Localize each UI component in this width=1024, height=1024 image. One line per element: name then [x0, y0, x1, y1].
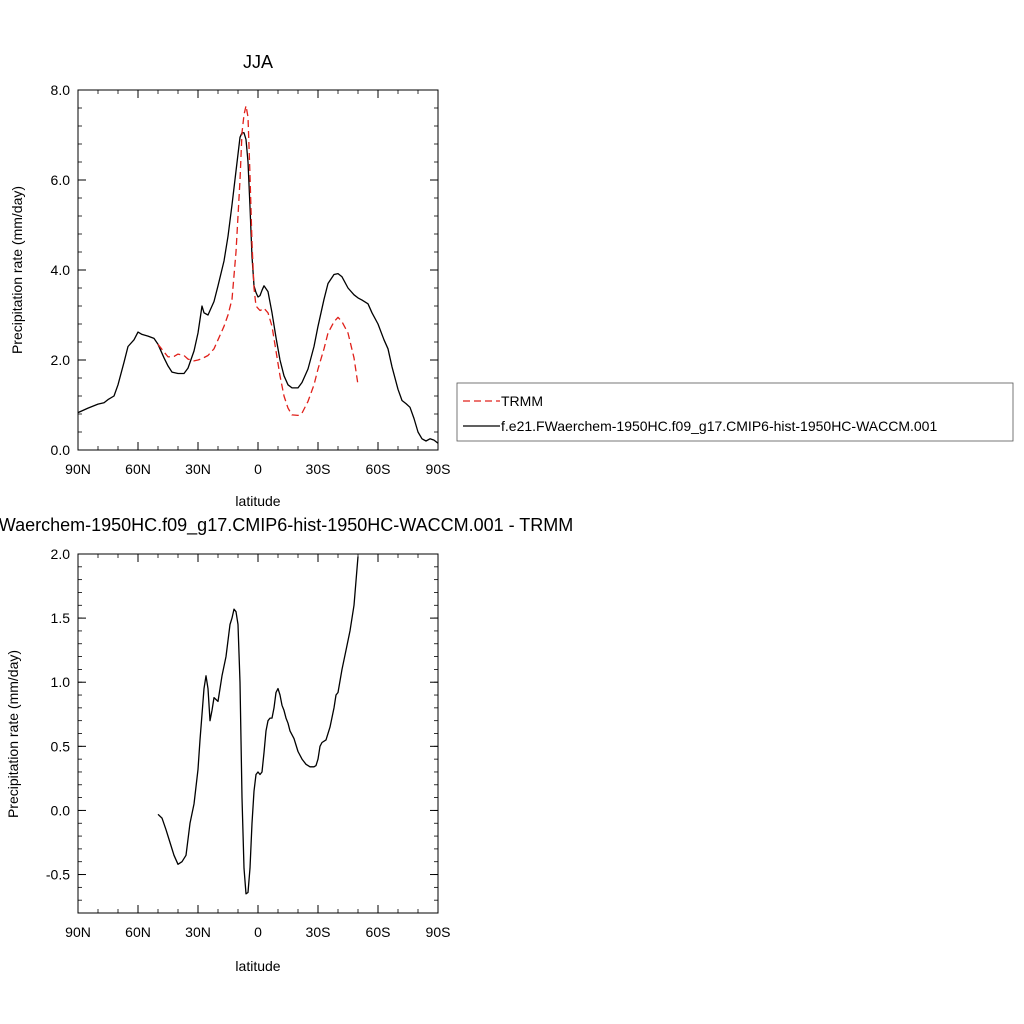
bottom-chart-title: f.e21.FWaerchem-1950HC.f09_g17.CMIP6-his…: [0, 515, 573, 536]
top-x-tick-label: 60S: [366, 461, 391, 477]
bottom-y-tick-label: 1.5: [51, 610, 71, 626]
top-series: [77, 105, 439, 444]
bottom-x-tick-label: 30N: [185, 924, 211, 940]
bottom-x-tick-label: 0: [254, 924, 262, 940]
top-y-tick-label: 6.0: [51, 172, 71, 188]
top-axis-ticks: 90N 60N 30N 0 30S 60S 90S 0.0 2.0 4.0 6.0 8.0: [51, 82, 451, 477]
top-x-tick-label: 60N: [125, 461, 151, 477]
legend: TRMM f.e21.FWaerchem-1950HC.f09_g17.CMIP…: [456, 382, 1014, 442]
bottom-x-tick-label: 30S: [306, 924, 331, 940]
legend-label-trmm: TRMM: [501, 393, 543, 409]
top-y-tick-label: 2.0: [51, 352, 71, 368]
bottom-x-axis-label: latitude: [235, 958, 280, 974]
bottom-y-axis-label: Precipitation rate (mm/day): [5, 650, 21, 818]
bottom-y-tick-label: 2.0: [51, 546, 71, 562]
top-x-tick-label: 30N: [185, 461, 211, 477]
top-x-tick-label: 90N: [65, 461, 91, 477]
bottom-series-line-difference: [157, 556, 359, 895]
top-x-tick-label: 30S: [306, 461, 331, 477]
bottom-plot-frame: [77, 553, 439, 914]
top-y-axis-label: Precipitation rate (mm/day): [9, 186, 25, 354]
top-x-tick-label: 90S: [426, 461, 451, 477]
top-y-tick-label: 4.0: [51, 262, 71, 278]
bottom-axis-ticks: 90N 60N 30N 0 30S 60S 90S -0.5 0.0 0.5 1.0 1.5 2.0: [46, 546, 451, 940]
legend-label-model: f.e21.FWaerchem-1950HC.f09_g17.CMIP6-his…: [501, 418, 937, 434]
bottom-x-tick-label: 60S: [366, 924, 391, 940]
bottom-y-tick-label: 1.0: [51, 674, 71, 690]
top-panel: JJA Precipitation rate (mm/day) latitude…: [9, 52, 450, 509]
top-y-tick-label: 0.0: [51, 442, 71, 458]
bottom-x-tick-label: 90N: [65, 924, 91, 940]
top-y-tick-label: 8.0: [51, 82, 71, 98]
bottom-x-tick-label: 60N: [125, 924, 151, 940]
bottom-series: [157, 556, 359, 895]
top-series-line-trmm: [157, 105, 359, 417]
bottom-panel: f.e21.FWaerchem-1950HC.f09_g17.CMIP6-his…: [0, 515, 573, 974]
bottom-y-tick-label: -0.5: [46, 867, 70, 883]
top-plot-frame: [77, 89, 439, 451]
top-series-line-model: [77, 132, 439, 444]
legend-box: [456, 382, 1014, 442]
bottom-y-tick-label: 0.5: [51, 738, 71, 754]
bottom-x-tick-label: 90S: [426, 924, 451, 940]
bottom-y-tick-label: 0.0: [51, 802, 71, 818]
top-x-tick-label: 0: [254, 461, 262, 477]
top-chart-title: JJA: [243, 52, 273, 72]
top-x-axis-label: latitude: [235, 493, 280, 509]
